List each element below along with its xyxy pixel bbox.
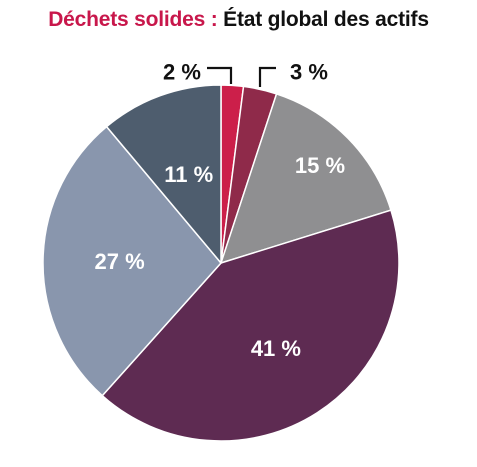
pie-slice-3 bbox=[220, 93, 392, 264]
pie-slices bbox=[42, 84, 400, 442]
pie-slice-label-1: 2 % bbox=[163, 60, 201, 85]
pie-labels: 2 % 3 % 15 % 41 % 27 % 11 % bbox=[95, 60, 346, 361]
pie-slice-4 bbox=[101, 209, 400, 442]
pie-slice-label-2: 3 % bbox=[290, 60, 328, 85]
pie-slice-5 bbox=[42, 125, 222, 397]
pie-slice-label-6: 11 % bbox=[164, 162, 213, 187]
pie-leader-line-2 bbox=[258, 66, 276, 87]
pie-slice-6 bbox=[105, 84, 222, 264]
pie-slice-label-4: 41 % bbox=[251, 336, 301, 361]
chart-title-main: État global des actifs bbox=[223, 8, 429, 31]
pie-slice-label-3: 15 % bbox=[295, 153, 345, 178]
chart-title: Déchets solides : État global des actifs bbox=[0, 8, 477, 32]
pie-leader-line-1 bbox=[207, 66, 233, 84]
pie-slice-label-5: 27 % bbox=[95, 249, 145, 274]
pie-leader-lines bbox=[207, 66, 276, 87]
chart-title-prefix: Déchets solides : bbox=[48, 8, 218, 31]
